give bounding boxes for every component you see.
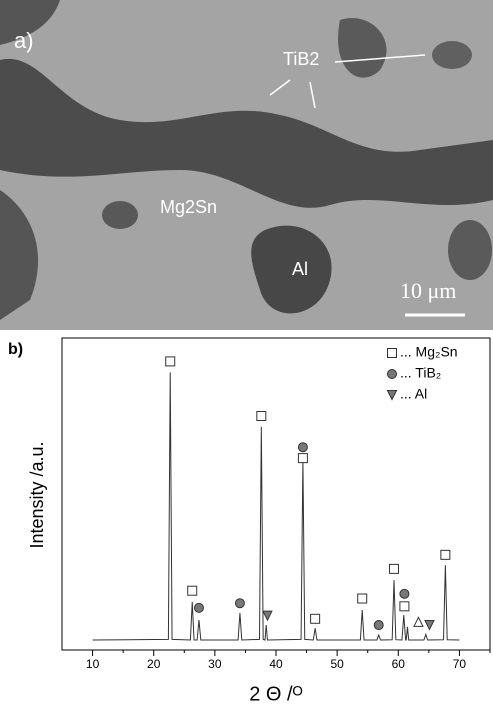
legend-label: ... Mg₂Sn — [400, 344, 458, 360]
marker — [234, 598, 245, 609]
marker — [413, 616, 424, 627]
x-tick-label: 50 — [330, 657, 344, 671]
marker — [297, 453, 308, 464]
label: TiB2 — [283, 49, 319, 69]
marker — [187, 585, 198, 596]
marker — [262, 610, 273, 622]
marker — [440, 549, 451, 560]
x-tick-label: 60 — [392, 657, 406, 671]
marker — [399, 588, 410, 599]
marker — [165, 356, 176, 367]
marker — [373, 620, 384, 631]
marker — [387, 369, 397, 379]
label: Al — [292, 259, 308, 279]
x-tick-label: 30 — [208, 657, 222, 671]
marker — [193, 602, 204, 613]
data-line — [92, 372, 460, 641]
marker — [357, 593, 368, 604]
label: Mg2Sn — [160, 197, 217, 217]
marker — [386, 390, 398, 401]
marker — [387, 348, 397, 358]
legend-label: ... Al — [400, 386, 427, 402]
marker — [389, 563, 400, 574]
scale-bar: 10 μm — [400, 278, 456, 303]
x-axis-label: 2 Θ /ᴼ — [249, 683, 303, 705]
legend-label: ... TiB₂ — [400, 365, 441, 381]
x-tick-label: 40 — [269, 657, 283, 671]
panel-label: b) — [8, 341, 23, 358]
x-tick-label: 20 — [147, 657, 161, 671]
micrograph: a) TiB2 Mg2Sn Al 10 μm — [0, 0, 493, 330]
y-axis-label: Intensity /a.u. — [27, 441, 47, 548]
marker — [256, 411, 267, 421]
x-tick-label: 70 — [453, 657, 467, 671]
marker — [399, 601, 410, 612]
x-tick-label: 10 — [86, 657, 100, 671]
marker — [424, 620, 435, 631]
marker — [297, 442, 308, 453]
marker — [310, 613, 321, 624]
panel-label: a) — [14, 28, 34, 53]
